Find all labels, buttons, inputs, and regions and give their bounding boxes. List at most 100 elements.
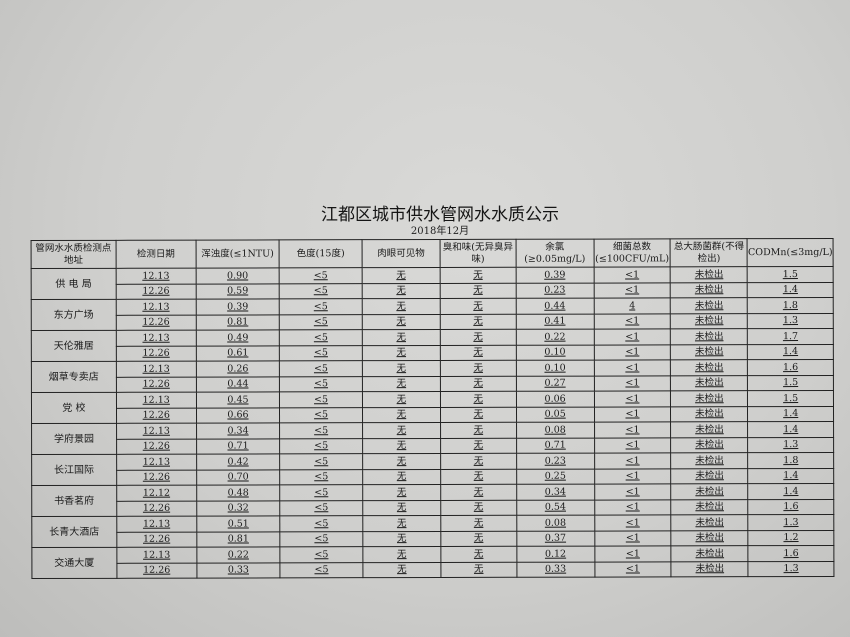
table-cell: <5: [280, 546, 363, 563]
table-cell: 无: [362, 344, 441, 361]
table-cell: 无: [362, 375, 441, 392]
table-cell: 1.2: [748, 529, 834, 546]
table-cell: 12.13: [116, 361, 197, 377]
table-cell: 无: [362, 298, 441, 315]
column-header: 色度(15度): [279, 239, 363, 268]
site-name: 书香茗府: [31, 485, 117, 517]
table-cell: 12.26: [116, 438, 197, 455]
table-cell: 无: [440, 499, 517, 516]
table-cell: 未检出: [671, 545, 749, 562]
table-cell: <1: [594, 514, 672, 531]
table-cell: 未检出: [671, 452, 749, 469]
table-cell: 无: [362, 468, 441, 485]
table-cell: <5: [279, 500, 363, 516]
table-header: 管网水水质检测点地址 检测日期 浑浊度(≤1NTU) 色度(15度) 肉眼可见物 臭和味(…: [31, 238, 834, 269]
table-cell: <5: [279, 283, 363, 299]
table-cell: 0.10: [516, 360, 594, 376]
table-cell: 0.49: [196, 329, 280, 346]
table-cell: <5: [279, 391, 363, 408]
table-cell: 0.23: [516, 453, 595, 469]
table-cell: 1.3: [747, 436, 834, 453]
table-cell: 无: [362, 484, 441, 501]
table-cell: 无: [440, 329, 517, 345]
site-name: 天伦雅居: [31, 330, 117, 362]
site-name: 长江国际: [31, 454, 117, 486]
site-name: 东方广场: [31, 299, 117, 331]
table-cell: 12.26: [116, 407, 197, 424]
table-cell: <1: [593, 282, 671, 299]
column-header: 总大肠菌群(不得检出): [670, 238, 748, 267]
table-cell: <1: [594, 499, 672, 516]
column-header: 浑浊度(≤1NTU): [195, 239, 280, 269]
table-cell: 0.34: [516, 484, 595, 500]
table-cell: 无: [362, 515, 441, 532]
column-header: 细菌总数(≤100CFU/mL): [593, 238, 671, 268]
table-cell: 1.4: [747, 421, 834, 438]
column-header: 管网水水质检测点地址: [31, 240, 116, 269]
table-cell: 无: [440, 484, 517, 500]
table-cell: 未检出: [671, 514, 749, 531]
table-cell: 无: [362, 267, 441, 284]
table-cell: 无: [362, 561, 441, 578]
table-cell: 12.13: [116, 392, 197, 408]
table-cell: 1.4: [747, 343, 834, 360]
table-cell: 0.39: [515, 267, 594, 283]
site-name: 长青大酒店: [31, 516, 117, 548]
table-cell: 0.32: [196, 500, 280, 517]
table-cell: 无: [440, 391, 517, 407]
table-cell: 无: [440, 422, 517, 438]
table-cell: 无: [440, 453, 517, 469]
table-cell: 1.6: [747, 359, 834, 376]
table-cell: 1.8: [747, 297, 834, 314]
table-cell: 未检出: [670, 421, 748, 438]
table-cell: <1: [593, 344, 671, 361]
site-name: 烟草专卖店: [31, 361, 117, 393]
table-cell: 1.3: [748, 560, 834, 577]
table-cell: 0.44: [196, 376, 280, 393]
table-cell: 未检出: [670, 390, 748, 407]
table-cell: 无: [440, 344, 517, 361]
table-cell: <1: [593, 328, 671, 345]
table-cell: <5: [280, 562, 363, 578]
table-cell: 12.26: [116, 531, 197, 548]
table-cell: <5: [279, 407, 363, 423]
table-cell: 无: [440, 437, 517, 454]
table-cell: 无: [362, 406, 441, 423]
table-cell: 无: [440, 360, 517, 376]
site-name: 供 电 局: [31, 268, 116, 300]
table-cell: <1: [593, 266, 671, 283]
table-cell: 12.13: [115, 299, 197, 315]
table-cell: 未检出: [670, 282, 748, 298]
page-title: 江都区城市供水管网水水质公示: [321, 205, 559, 225]
table-cell: 无: [440, 546, 517, 562]
table-cell: <5: [279, 422, 363, 439]
table-cell: <5: [279, 298, 363, 315]
table-cell: 0.26: [196, 360, 280, 377]
table-cell: <5: [279, 484, 363, 501]
table-cell: 12.26: [116, 345, 197, 362]
table-cell: 1.5: [747, 266, 834, 283]
table-cell: 未检出: [670, 266, 748, 283]
site-name: 学府景园: [31, 423, 117, 455]
table-cell: 无: [440, 313, 517, 330]
table-cell: 0.23: [515, 282, 594, 299]
table-cell: <1: [594, 437, 672, 454]
table-cell: <1: [593, 406, 671, 423]
table-cell: 12.26: [116, 376, 197, 393]
table-cell: 未检出: [670, 297, 748, 314]
table-cell: 无: [440, 515, 517, 531]
table-cell: 无: [440, 468, 517, 485]
table-cell: 无: [362, 499, 441, 516]
table-cell: <5: [279, 469, 363, 485]
table-cell: <5: [279, 453, 363, 470]
table-cell: 未检出: [671, 561, 749, 577]
table-cell: 1.4: [747, 405, 834, 422]
table-cell: 无: [440, 375, 517, 392]
table-cell: <1: [593, 359, 671, 376]
table-cell: 0.33: [196, 562, 281, 579]
table-cell: <5: [279, 329, 363, 346]
column-header: 检测日期: [115, 240, 196, 269]
table-cell: 1.4: [748, 467, 834, 484]
table-cell: 12.13: [116, 516, 197, 532]
table-cell: 1.6: [748, 498, 834, 515]
